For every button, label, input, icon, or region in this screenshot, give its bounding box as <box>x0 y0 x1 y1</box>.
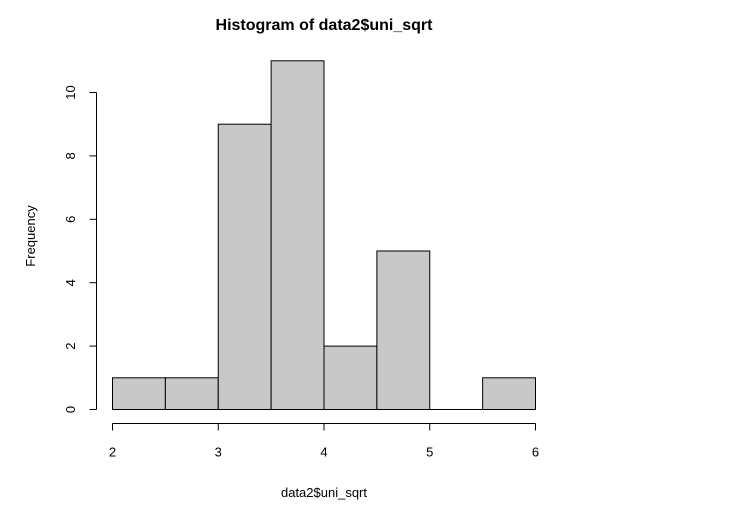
y-tick-label-1: 0 <box>63 406 78 413</box>
chart-title: Histogram of data2$uni_sqrt <box>216 17 434 34</box>
x-tick-label-2: 3 <box>215 445 222 460</box>
x-axis: 2 3 4 5 6 <box>109 423 539 460</box>
y-axis-label: Frequency <box>23 205 38 267</box>
x-tick-label-5: 6 <box>532 445 539 460</box>
y-tick-label-6: 10 <box>63 85 78 99</box>
histogram-bar-8 <box>482 377 536 410</box>
x-tick-label-1: 2 <box>109 445 116 460</box>
x-tick-label-4: 5 <box>426 445 433 460</box>
y-tick-label-3: 4 <box>63 279 78 286</box>
y-tick-label-4: 6 <box>63 216 78 223</box>
histogram-bar-2 <box>164 377 219 410</box>
histogram-bar-6 <box>376 250 431 410</box>
bars-group <box>112 60 536 411</box>
histogram-bar-3 <box>217 123 272 410</box>
histogram-bar-5 <box>323 345 378 411</box>
x-tick-label-3: 4 <box>320 445 327 460</box>
y-tick-label-5: 8 <box>63 152 78 159</box>
y-axis: 0 2 4 6 8 10 <box>63 85 97 413</box>
x-axis-label: data2$uni_sqrt <box>281 485 367 500</box>
histogram-bar-1 <box>112 377 166 410</box>
histogram-bar-4 <box>270 60 325 411</box>
y-tick-label-2: 2 <box>63 342 78 349</box>
